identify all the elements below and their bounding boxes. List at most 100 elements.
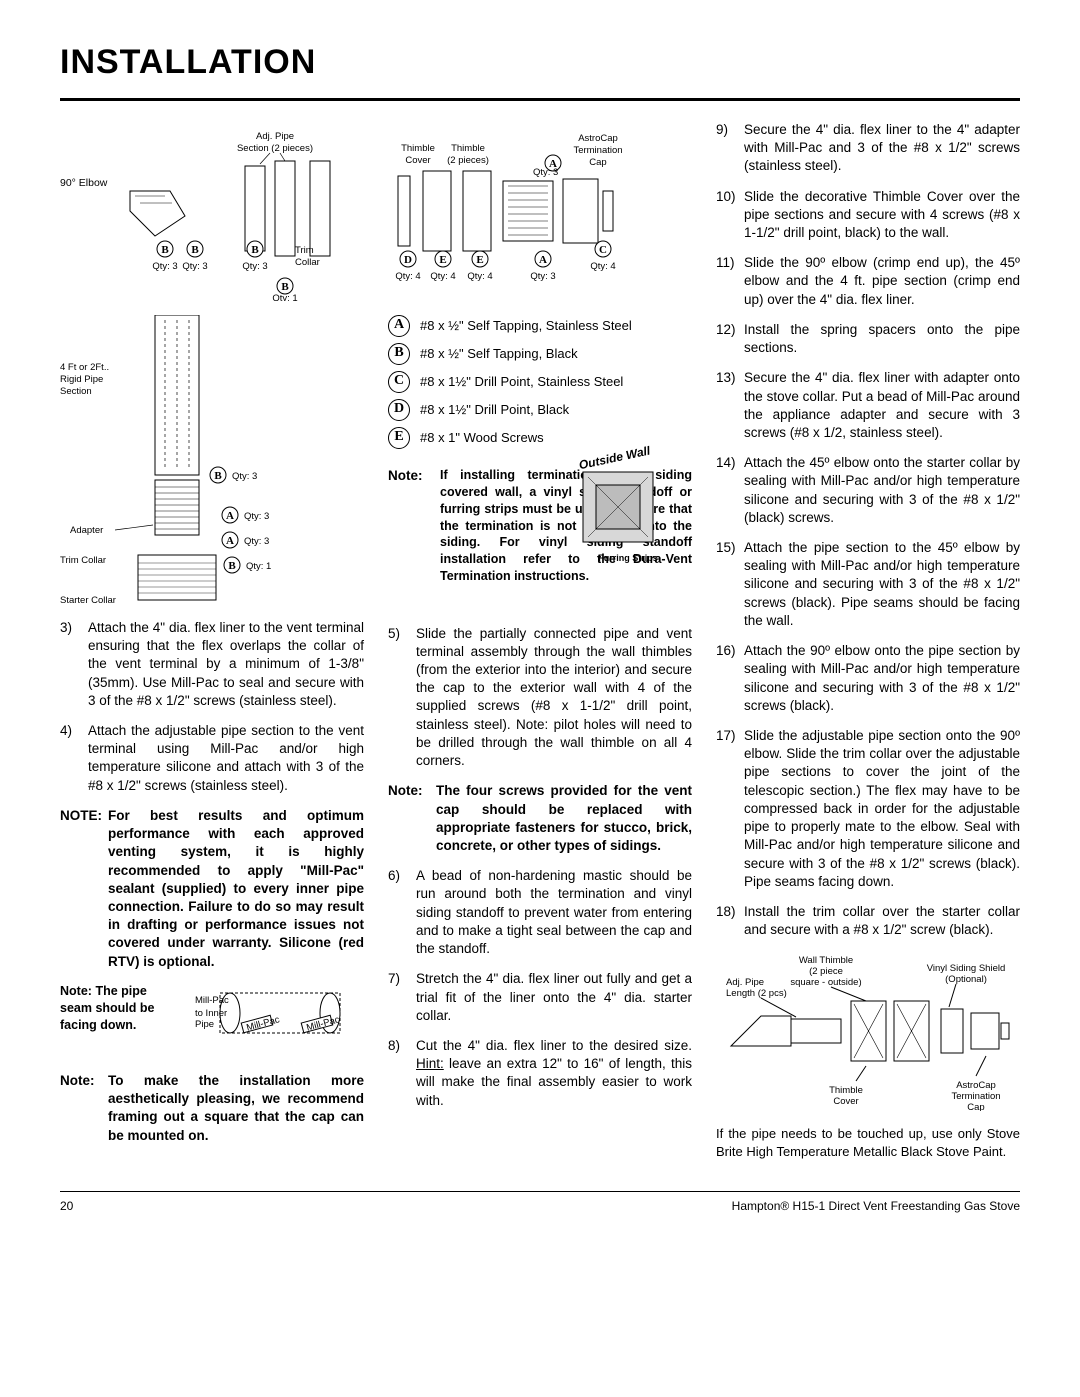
legend-row: A #8 x ½" Self Tapping, Stainless Steel [388,315,692,337]
step-num: 17) [716,727,744,891]
legend-row: C #8 x 1½" Drill Point, Stainless Steel [388,371,692,393]
svg-text:B: B [161,244,169,256]
step-num: 3) [60,619,88,710]
svg-text:A: A [226,510,234,522]
step-num: 6) [388,867,416,958]
svg-text:Termination: Termination [573,145,622,156]
svg-text:B: B [214,470,222,482]
svg-text:AstroCap: AstroCap [956,1080,996,1091]
legend-text: #8 x ½" Self Tapping, Black [420,345,692,363]
svg-text:Qty: 3: Qty: 3 [530,271,555,282]
note-body: The four screws provided for the vent ca… [436,782,692,855]
step-10: 10)Slide the decorative Thimble Cover ov… [716,188,1020,243]
svg-text:Length (2 pcs): Length (2 pcs) [726,988,787,999]
step-5: 5) Slide the partially connected pipe an… [388,625,692,771]
svg-text:Qty: 4: Qty: 4 [395,271,420,282]
step-body: Attach the 4" dia. flex liner to the ven… [88,619,364,710]
svg-text:Section: Section [60,386,92,397]
step-num: 13) [716,369,744,442]
step-num: 4) [60,722,88,795]
pipe-seam-note: Note: The pipe seam should be facing dow… [60,983,364,1058]
step-num: 11) [716,254,744,309]
legend-row: B #8 x ½" Self Tapping, Black [388,343,692,365]
svg-text:AstroCap: AstroCap [578,133,618,144]
step-num: 8) [388,1037,416,1110]
step-16: 16)Attach the 90º elbow onto the pipe se… [716,642,1020,715]
note-label: Note: [388,467,428,585]
legend-row: D #8 x 1½" Drill Point, Black [388,399,692,421]
step-body: Slide the 90º elbow (crimp end up), the … [744,254,1020,309]
svg-text:Trim: Trim [295,245,314,256]
svg-text:square - outside): square - outside) [790,977,861,988]
label-elbow: 90° Elbow [60,177,108,189]
step-body: Slide the adjustable pipe section onto t… [744,727,1020,891]
step-body: Cut the 4" dia. flex liner to the desire… [416,1037,692,1110]
svg-text:Qty: 1: Qty: 1 [246,561,271,572]
step-body: Stretch the 4" dia. flex liner out fully… [416,970,692,1025]
svg-text:Starter Collar: Starter Collar [60,595,116,605]
svg-text:Trim Collar: Trim Collar [60,555,106,566]
svg-text:Cap: Cap [589,157,606,168]
svg-text:D: D [404,254,412,266]
left-vertical-diagram: 4 Ft or 2Ft.. Rigid Pipe Section Adapter [60,315,364,605]
note-label: Note: [60,1072,108,1145]
furring-label: Furring Strips [578,552,678,564]
column-2: Thimble Cover Thimble (2 pieces) AstroCa… [388,121,692,1161]
step-14: 14)Attach the 45º elbow onto the starter… [716,454,1020,527]
svg-text:B: B [228,560,236,572]
legend-marker-B: B [388,343,410,365]
note-framing: Note: To make the installation more aest… [60,1072,364,1145]
content-columns: 90° Elbow Adj. Pipe Section (2 pieces) B… [60,121,1020,1161]
svg-text:Section (2 pieces): Section (2 pieces) [237,143,313,154]
step-body: A bead of non-hardening mastic should be… [416,867,692,958]
svg-text:(Optional): (Optional) [945,974,987,985]
svg-text:C: C [599,244,607,256]
legend-marker-E: E [388,427,410,449]
svg-text:Cover: Cover [405,155,430,166]
svg-text:A: A [226,535,234,547]
product-name: Hampton® H15-1 Direct Vent Freestanding … [732,1198,1020,1214]
svg-text:Qty: 4: Qty: 4 [467,271,492,282]
step-body: Secure the 4" dia. flex liner to the 4" … [744,121,1020,176]
screw-legend: A #8 x ½" Self Tapping, Stainless Steel … [388,315,692,449]
top-diagram-left: 90° Elbow Adj. Pipe Section (2 pieces) B… [60,121,364,301]
siding-figure: Outside Wall Furring Strips [578,447,678,565]
note-four-screws: Note: The four screws provided for the v… [388,782,692,855]
step-18: 18)Install the trim collar over the star… [716,903,1020,939]
svg-text:Thimble: Thimble [401,143,435,154]
page-number: 20 [60,1198,73,1214]
legend-marker-C: C [388,371,410,393]
step-8: 8) Cut the 4" dia. flex liner to the des… [388,1037,692,1110]
step-4: 4) Attach the adjustable pipe section to… [60,722,364,795]
note-label: NOTE: [60,807,108,971]
step-num: 18) [716,903,744,939]
svg-text:Qty: 3: Qty: 3 [242,261,267,272]
column-1: 90° Elbow Adj. Pipe Section (2 pieces) B… [60,121,364,1161]
pipe-seam-diagram: Mill-Pac to Inner Pipe Mill-Pac Mill-Pac [190,983,364,1058]
svg-text:Vinyl Siding Shield: Vinyl Siding Shield [927,963,1006,974]
svg-text:Adj. Pipe: Adj. Pipe [256,131,294,142]
top-diagram-right: Thimble Cover Thimble (2 pieces) AstroCa… [388,121,692,301]
step-num: 12) [716,321,744,357]
svg-text:Qty: 4: Qty: 4 [430,271,455,282]
closing-note: If the pipe needs to be touched up, use … [716,1125,1020,1160]
legend-marker-A: A [388,315,410,337]
svg-text:Collar: Collar [295,257,320,268]
svg-text:Pipe: Pipe [195,1019,214,1030]
step-body: Attach the 45º elbow onto the starter co… [744,454,1020,527]
step-num: 15) [716,539,744,630]
column-3: 9)Secure the 4" dia. flex liner to the 4… [716,121,1020,1161]
step-12: 12)Install the spring spacers onto the p… [716,321,1020,357]
svg-text:Qty: 3: Qty: 3 [244,511,269,522]
svg-text:Qty: 3: Qty: 3 [182,261,207,272]
svg-text:Cap: Cap [967,1102,984,1111]
step-body: Slide the partially connected pipe and v… [416,625,692,771]
step-9: 9)Secure the 4" dia. flex liner to the 4… [716,121,1020,176]
svg-text:Adapter: Adapter [70,525,103,536]
page-title: INSTALLATION [60,40,1020,86]
svg-text:(2 pieces): (2 pieces) [447,155,489,166]
step-num: 14) [716,454,744,527]
svg-text:Qty: 3: Qty: 3 [232,471,257,482]
svg-text:B: B [251,244,259,256]
legend-text: #8 x ½" Self Tapping, Stainless Steel [420,317,692,335]
